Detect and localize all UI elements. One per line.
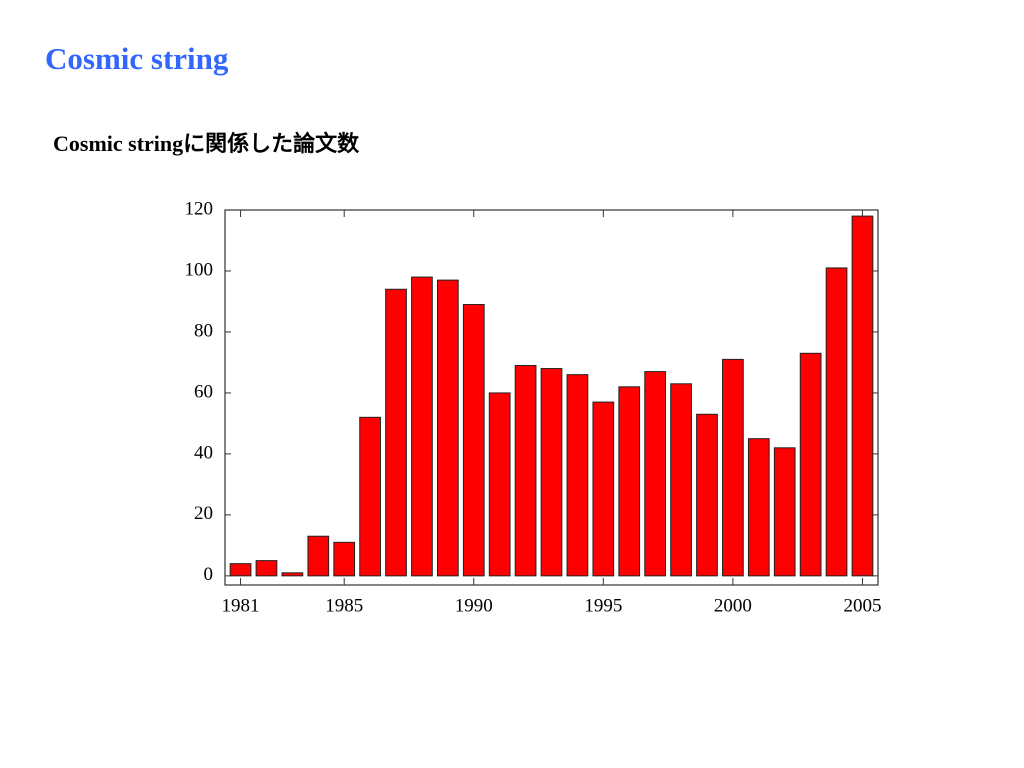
- bar: [696, 413, 718, 577]
- bar: [747, 438, 770, 577]
- x-tick-label: 2005: [843, 595, 881, 616]
- bar: [307, 535, 330, 577]
- bar: [333, 541, 356, 577]
- bar: [281, 572, 304, 577]
- plot-frame: [224, 209, 879, 586]
- y-tick-label: 40: [194, 442, 213, 463]
- bar: [618, 386, 641, 577]
- bar: [825, 267, 848, 577]
- slide-title: Cosmic string: [45, 41, 229, 76]
- y-tick-label: 120: [185, 198, 214, 219]
- chart-title: Cosmic stringに関係した論文数: [53, 131, 360, 156]
- bar: [229, 563, 252, 577]
- bar: [514, 364, 537, 577]
- bar: [436, 279, 459, 577]
- bar: [566, 374, 589, 577]
- x-tick-label: 2000: [714, 595, 752, 616]
- bar: [670, 383, 692, 577]
- bar: [385, 288, 407, 577]
- bar: [799, 352, 822, 577]
- y-tick-label: 100: [185, 259, 214, 280]
- bar: [462, 304, 485, 577]
- x-tick-label: 1990: [455, 595, 493, 616]
- y-tick-label: 20: [194, 503, 213, 524]
- bar: [592, 401, 615, 577]
- bar: [722, 358, 744, 577]
- bar: [359, 416, 381, 577]
- y-tick-label: 80: [194, 320, 213, 341]
- x-tick-label: 1995: [584, 595, 622, 616]
- bar: [851, 215, 874, 577]
- y-tick-label: 60: [194, 381, 213, 402]
- bar: [540, 368, 563, 577]
- bar: [773, 447, 796, 577]
- x-tick-label: 1981: [222, 595, 260, 616]
- y-tick-label: 0: [204, 564, 214, 585]
- bar: [644, 371, 667, 577]
- bar: [411, 276, 433, 577]
- x-tick-label: 1985: [325, 595, 363, 616]
- bar: [488, 392, 511, 577]
- bar: [255, 560, 278, 577]
